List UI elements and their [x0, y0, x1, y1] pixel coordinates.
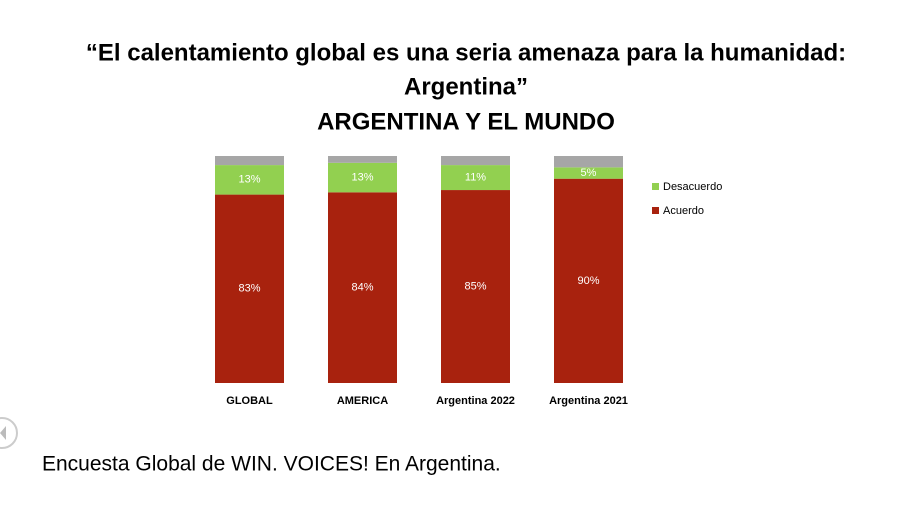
bar-segment	[328, 192, 397, 383]
data-label: 5%	[581, 167, 597, 179]
legend-swatch	[652, 183, 659, 190]
bar-segment	[441, 156, 510, 166]
chart-subtitle: ARGENTINA Y EL MUNDO	[317, 108, 615, 135]
data-label: 90%	[577, 275, 599, 287]
nav-icon	[0, 426, 6, 440]
bar-segment	[215, 194, 284, 383]
legend-label: Acuerdo	[663, 205, 704, 217]
data-label: 85%	[464, 280, 486, 292]
x-tick-label: Argentina 2021	[549, 395, 628, 407]
data-label: 13%	[351, 171, 373, 183]
bar-segment	[554, 167, 623, 179]
bar-segment	[328, 162, 397, 193]
x-tick-label: AMERICA	[337, 395, 388, 407]
bar-segment	[215, 165, 284, 195]
chart-title: Argentina”	[404, 73, 528, 100]
x-tick-label: GLOBAL	[226, 395, 273, 407]
nav-button[interactable]	[0, 417, 18, 449]
bar-segment	[328, 156, 397, 163]
data-label: 13%	[238, 174, 260, 186]
data-label: 11%	[465, 171, 486, 183]
legend-swatch	[652, 207, 659, 214]
data-label: 84%	[351, 282, 373, 294]
x-tick-label: Argentina 2022	[436, 395, 515, 407]
bar-segment	[554, 156, 623, 168]
chart-title: “El calentamiento global es una seria am…	[86, 39, 846, 66]
data-label: 83%	[238, 283, 260, 295]
legend-label: Desacuerdo	[663, 181, 722, 193]
bar-segment	[441, 165, 510, 191]
bar-segment	[554, 178, 623, 383]
bar-segment	[215, 156, 284, 166]
footer-text: Encuesta Global de WIN. VOICES! En Argen…	[42, 453, 501, 476]
bar-segment	[441, 190, 510, 383]
